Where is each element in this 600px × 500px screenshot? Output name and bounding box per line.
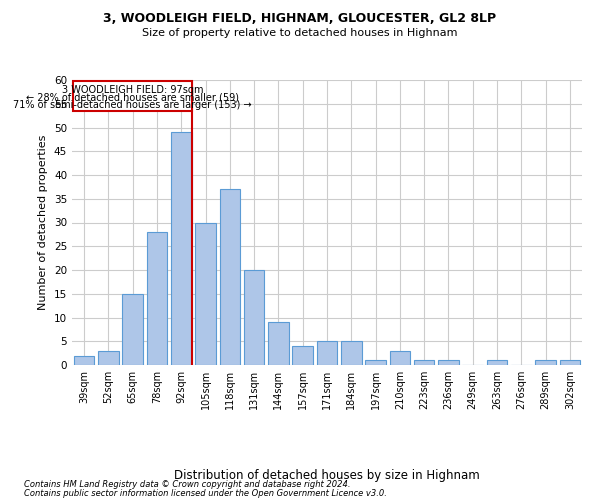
Bar <box>74 356 94 365</box>
Bar <box>195 222 216 365</box>
Bar <box>244 270 265 365</box>
Bar <box>122 294 143 365</box>
Bar <box>389 351 410 365</box>
Bar <box>146 232 167 365</box>
Bar <box>220 189 240 365</box>
Text: Distribution of detached houses by size in Highnam: Distribution of detached houses by size … <box>174 468 480 481</box>
Bar <box>535 360 556 365</box>
Bar <box>268 322 289 365</box>
Y-axis label: Number of detached properties: Number of detached properties <box>38 135 49 310</box>
Bar <box>317 341 337 365</box>
Text: Contains public sector information licensed under the Open Government Licence v3: Contains public sector information licen… <box>24 489 387 498</box>
Bar <box>292 346 313 365</box>
Bar <box>171 132 191 365</box>
Text: 3 WOODLEIGH FIELD: 97sqm: 3 WOODLEIGH FIELD: 97sqm <box>62 84 203 95</box>
FancyBboxPatch shape <box>73 81 191 111</box>
Bar <box>560 360 580 365</box>
Bar <box>487 360 508 365</box>
Text: 3, WOODLEIGH FIELD, HIGHNAM, GLOUCESTER, GL2 8LP: 3, WOODLEIGH FIELD, HIGHNAM, GLOUCESTER,… <box>103 12 497 26</box>
Text: ← 28% of detached houses are smaller (59): ← 28% of detached houses are smaller (59… <box>26 92 239 102</box>
Bar <box>438 360 459 365</box>
Text: 71% of semi-detached houses are larger (153) →: 71% of semi-detached houses are larger (… <box>13 100 252 110</box>
Text: Contains HM Land Registry data © Crown copyright and database right 2024.: Contains HM Land Registry data © Crown c… <box>24 480 350 489</box>
Bar <box>414 360 434 365</box>
Bar <box>365 360 386 365</box>
Bar <box>98 351 119 365</box>
Bar <box>341 341 362 365</box>
Text: Size of property relative to detached houses in Highnam: Size of property relative to detached ho… <box>142 28 458 38</box>
